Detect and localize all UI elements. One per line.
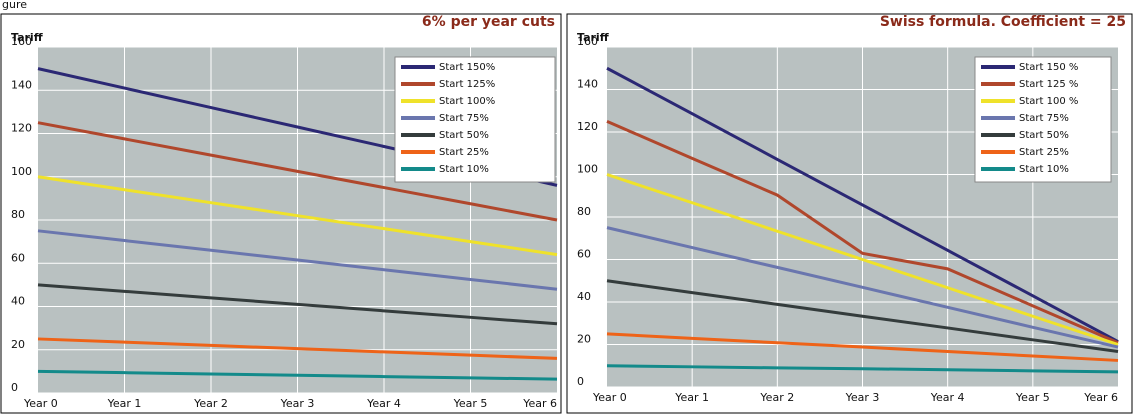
x-tick-label: Year 2 <box>193 397 228 410</box>
legend-label: Start 100 % <box>1019 96 1078 107</box>
y-tick-label: 140 <box>11 78 32 91</box>
series-line <box>606 332 1119 362</box>
x-tick-label: Year 6 <box>522 397 557 410</box>
x-tick-label: Year 2 <box>759 391 794 404</box>
legend-label: Start 125 % <box>1019 79 1078 90</box>
legend-label: Start 125% <box>439 79 495 90</box>
chart-title: 6% per year cuts <box>422 14 555 30</box>
y-tick-label: 0 <box>11 381 18 394</box>
x-tick-label: Year 5 <box>1015 391 1050 404</box>
series-line <box>606 119 1119 345</box>
series-line <box>606 66 1119 343</box>
x-tick-label: Year 4 <box>366 397 401 410</box>
legend-label: Start 75% <box>439 113 489 124</box>
y-tick-label: 40 <box>577 290 591 303</box>
legend-label: Start 25% <box>439 147 489 158</box>
legend-label: Start 50% <box>439 130 489 141</box>
legend-label: Start 50% <box>1019 130 1069 141</box>
series-line <box>606 173 1119 346</box>
legend-label: Start 150% <box>439 62 495 73</box>
y-tick-label: 0 <box>577 375 584 388</box>
y-axis-label: Tariff <box>577 31 609 44</box>
y-tick-label: 20 <box>11 338 25 351</box>
y-tick-label: 100 <box>11 165 32 178</box>
legend-label: Start 10% <box>1019 164 1069 175</box>
series-line <box>606 364 1119 374</box>
legend-label: Start 100% <box>439 96 495 107</box>
y-tick-label: 120 <box>11 122 32 135</box>
y-tick-label: 80 <box>11 208 25 221</box>
legend-label: Start 150 % <box>1019 62 1078 73</box>
y-tick-label: 140 <box>577 78 598 91</box>
x-tick-label: Year 1 <box>674 391 709 404</box>
caption: gure <box>2 0 27 11</box>
x-tick-label: Year 4 <box>930 391 965 404</box>
y-tick-label: 160 <box>577 35 598 48</box>
series-line <box>606 226 1119 349</box>
series-line <box>37 121 558 222</box>
x-tick-label: Year 6 <box>1083 391 1118 404</box>
y-tick-label: 60 <box>11 251 25 264</box>
series-line <box>37 175 558 257</box>
y-tick-label: 60 <box>577 248 591 261</box>
y-tick-label: 120 <box>577 120 598 133</box>
x-tick-label: Year 1 <box>107 397 142 410</box>
legend-label: Start 25% <box>1019 147 1069 158</box>
x-tick-label: Year 0 <box>592 391 627 404</box>
x-tick-label: Year 0 <box>23 397 58 410</box>
series-line <box>37 369 558 381</box>
chart-title: Swiss formula. Coefficient = 25 <box>880 14 1126 30</box>
y-tick-label: 40 <box>11 295 25 308</box>
x-tick-label: Year 5 <box>453 397 488 410</box>
x-tick-label: Year 3 <box>280 397 315 410</box>
series-line <box>37 283 558 326</box>
series-line <box>37 229 558 291</box>
legend-label: Start 75% <box>1019 113 1069 124</box>
y-axis-label: Tariff <box>11 31 43 44</box>
series-line <box>37 337 558 360</box>
y-tick-label: 80 <box>577 205 591 218</box>
series-line <box>606 279 1119 353</box>
y-tick-label: 100 <box>577 163 598 176</box>
legend-label: Start 10% <box>439 164 489 175</box>
x-tick-label: Year 3 <box>845 391 880 404</box>
y-tick-label: 20 <box>577 333 591 346</box>
y-tick-label: 160 <box>11 35 32 48</box>
